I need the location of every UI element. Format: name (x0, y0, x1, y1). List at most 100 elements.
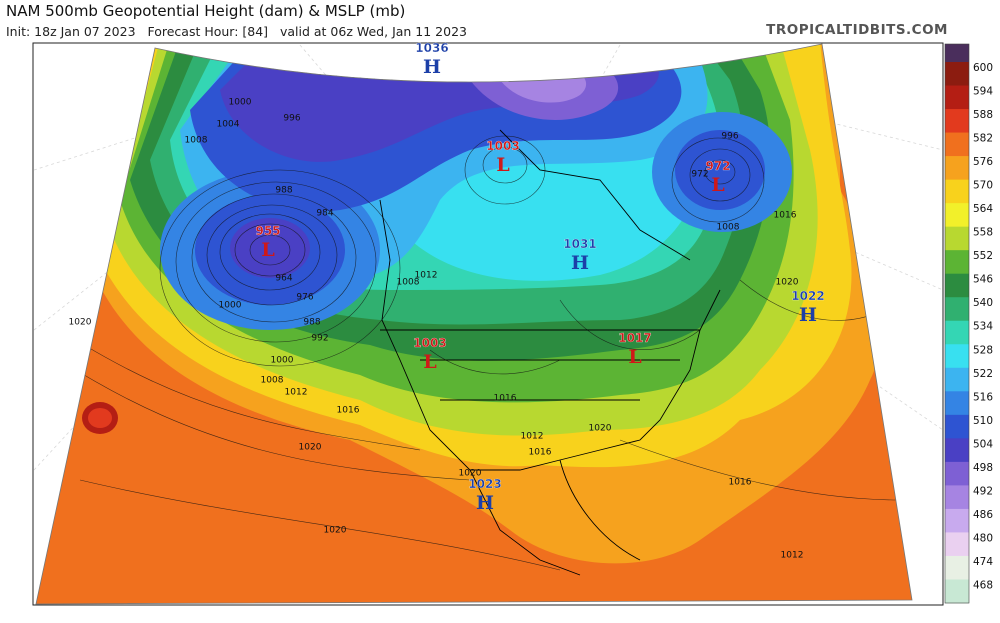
isobar-label: 1008 (261, 376, 284, 386)
colorbar-label: 468 (973, 579, 993, 591)
colorbar-label: 534 (973, 321, 993, 333)
colorbar-label: 576 (973, 156, 993, 168)
isobar-label: 1020 (776, 278, 799, 288)
colorbar-label: 510 (973, 415, 993, 427)
colorbar-swatch (945, 179, 969, 204)
isobar-label: 996 (721, 132, 738, 142)
center-pressure: 1003 (486, 139, 519, 153)
center-symbol: L (628, 346, 641, 368)
colorbar-swatch (945, 132, 969, 157)
colorbar-border (944, 43, 970, 604)
colorbar-label: 588 (973, 109, 993, 121)
colorbar-swatch (945, 203, 969, 228)
isobar-label: 1016 (529, 448, 552, 458)
colorbar-swatch (945, 555, 969, 580)
isobar-label: 1000 (219, 301, 242, 311)
colorbar-label: 558 (973, 227, 993, 239)
colorbar-swatch (945, 414, 969, 439)
isobar-label: 1012 (415, 271, 438, 281)
subtitle: Init: 18z Jan 07 2023 Forecast Hour: [84… (6, 24, 467, 39)
colorbar-label: 504 (973, 438, 993, 450)
colorbar-swatch (945, 344, 969, 369)
center-symbol: H (571, 252, 589, 274)
isobar-label: 1016 (337, 406, 360, 416)
isobar-label: 1016 (774, 211, 797, 221)
colorbar-label: 474 (973, 556, 993, 568)
isobar-label: 1004 (217, 120, 240, 130)
isobar-label: 1000 (229, 98, 252, 108)
colorbar-swatch (945, 109, 969, 134)
colorbar-swatch (945, 273, 969, 298)
source: TROPICALTIDBITS.COM (766, 22, 948, 38)
isobar-labels: 1000 1004 1008 996 988 984 976 972 964 988 992 1000… (69, 98, 804, 561)
isobar-label: 1020 (69, 318, 92, 328)
colorbar-swatch (945, 438, 969, 463)
isobar-label: 1008 (185, 136, 208, 146)
colorbar-swatch (945, 461, 969, 486)
colorbar-swatch (945, 297, 969, 322)
colorbar-label: 516 (973, 391, 993, 403)
center-pressure: 1023 (468, 477, 501, 491)
colorbar-swatch (945, 250, 969, 275)
colorbar-label: 600 (973, 62, 993, 74)
isobar-label: 984 (316, 209, 333, 219)
colorbar-label: 594 (973, 86, 993, 98)
colorbar-swatch (945, 579, 969, 604)
colorbar-swatch (945, 391, 969, 416)
isobar-label: 1008 (717, 223, 740, 233)
center-pressure: 1022 (791, 289, 824, 303)
isobar-label: 1020 (589, 424, 612, 434)
colorbar-label: 582 (973, 133, 993, 145)
isobar-label: 1000 (271, 356, 294, 366)
isobar-label: 988 (303, 318, 320, 328)
colorbar-label: 522 (973, 368, 993, 380)
isobar-label: 1008 (397, 278, 420, 288)
isobar-label: 1012 (285, 388, 308, 398)
colorbar-swatch (945, 367, 969, 392)
colorbar-label: 564 (973, 203, 993, 215)
colorbar-swatch (945, 62, 969, 87)
colorbar-label: 540 (973, 297, 993, 309)
colorbar-label: 570 (973, 180, 993, 192)
colorbar-label: 492 (973, 485, 993, 497)
center-pressure: 1017 (618, 331, 651, 345)
center-symbol: H (799, 304, 817, 326)
isobar-label: 1020 (299, 443, 322, 453)
center-symbol: L (496, 154, 509, 176)
height-field (36, 44, 912, 604)
isobar-label: 992 (311, 334, 328, 344)
colorbar-label: 552 (973, 250, 993, 262)
colorbar: 600 594 588 582 576 570 564 558 552 546 540 534 528 5… (944, 43, 993, 604)
isobar-label: 1012 (781, 551, 804, 561)
center-pressure: 1003 (413, 336, 446, 350)
center-symbol: L (711, 174, 724, 196)
colorbar-label: 546 (973, 274, 993, 286)
isobar-label: 1020 (324, 526, 347, 536)
colorbar-label: 480 (973, 532, 993, 544)
colorbar-swatch (945, 485, 969, 510)
center-pressure: 1036 (415, 41, 448, 55)
isobar-label: 1016 (494, 394, 517, 404)
colorbar-swatch (945, 156, 969, 181)
isobar-label: 972 (691, 170, 708, 180)
isobar-label: 1016 (729, 478, 752, 488)
isobar-label: 1020 (459, 469, 482, 479)
center-symbol: H (476, 492, 494, 514)
map-frame (32, 42, 944, 606)
colorbar-label: 498 (973, 462, 993, 474)
colorbar-swatch (945, 85, 969, 110)
domain-edge (35, 43, 913, 605)
center-symbol: L (261, 239, 274, 261)
isobar-label: 988 (275, 186, 292, 196)
center-symbol: H (423, 56, 441, 78)
colorbar-swatch (945, 226, 969, 251)
isobar-label: 976 (296, 293, 313, 303)
title: NAM 500mb Geopotential Height (dam) & MS… (6, 2, 406, 20)
colorbar-swatch (945, 532, 969, 557)
isobar-label: 996 (283, 114, 300, 124)
isobar-label: 1012 (521, 432, 544, 442)
center-pressure: 972 (705, 159, 730, 173)
